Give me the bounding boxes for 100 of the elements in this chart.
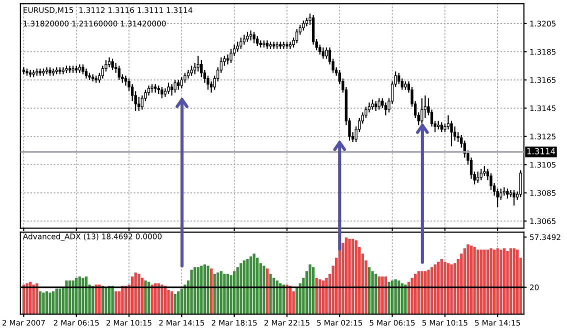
- bar: [65, 280, 68, 314]
- bar: [174, 294, 176, 314]
- bar: [453, 263, 456, 314]
- bar: [104, 287, 108, 314]
- bar: [351, 238, 354, 314]
- candlestick: [167, 82, 170, 95]
- ref-line-label: 1.3114: [527, 148, 556, 154]
- bar: [256, 258, 259, 314]
- bar: [249, 256, 252, 314]
- candlestick: [242, 34, 246, 46]
- bar: [492, 250, 496, 314]
- candlestick: [500, 188, 502, 200]
- bar: [410, 278, 414, 314]
- bar: [440, 259, 443, 314]
- candlestick: [480, 168, 482, 181]
- candlestick: [506, 188, 509, 200]
- bar: [82, 278, 84, 314]
- candlestick: [177, 79, 180, 90]
- bar: [348, 238, 351, 314]
- bar: [38, 291, 42, 314]
- candlestick: [226, 54, 230, 65]
- bar: [368, 267, 371, 314]
- bar: [269, 274, 272, 314]
- candlestick: [440, 122, 443, 133]
- bar: [114, 291, 118, 314]
- bar: [388, 282, 390, 314]
- bar: [203, 264, 206, 314]
- candlestick: [236, 41, 239, 52]
- candlestick: [170, 84, 174, 96]
- bar: [424, 271, 426, 314]
- bar: [220, 271, 222, 314]
- candlestick: [256, 36, 259, 47]
- bar: [55, 288, 58, 314]
- candlestick: [111, 58, 114, 71]
- bar: [378, 276, 380, 314]
- bar: [509, 248, 512, 314]
- bar: [286, 284, 288, 314]
- bar: [266, 268, 269, 314]
- bar: [463, 248, 466, 314]
- candlestick: [196, 55, 200, 72]
- bar: [196, 267, 200, 314]
- bar: [325, 278, 328, 314]
- candlestick: [302, 20, 305, 32]
- bar: [496, 248, 499, 314]
- bar: [26, 283, 28, 314]
- bar: [230, 275, 232, 314]
- bar: [381, 276, 384, 314]
- candlestick: [288, 41, 292, 50]
- bar: [500, 250, 502, 314]
- bar: [446, 263, 450, 314]
- candlestick: [512, 189, 516, 206]
- candlestick: [252, 31, 256, 44]
- candlestick: [45, 66, 48, 75]
- bar: [236, 267, 239, 314]
- candlestick: [446, 114, 450, 130]
- candlestick: [230, 48, 232, 64]
- candlestick: [378, 98, 380, 110]
- bar: [371, 271, 374, 314]
- bar: [312, 267, 315, 314]
- bar: [216, 272, 220, 314]
- bar: [437, 262, 440, 314]
- candlestick: [190, 65, 193, 76]
- bar: [417, 271, 420, 314]
- candlestick: [420, 98, 424, 124]
- bar: [72, 280, 74, 314]
- bar: [470, 246, 473, 314]
- bar: [144, 280, 147, 314]
- bar: [45, 291, 48, 314]
- bar: [502, 248, 506, 314]
- bar: [486, 250, 490, 314]
- bar: [450, 264, 453, 314]
- bar: [210, 268, 213, 314]
- candlestick: [296, 28, 298, 44]
- bar: [262, 266, 266, 314]
- bar: [177, 291, 180, 314]
- bar: [483, 250, 486, 314]
- candlestick: [68, 65, 72, 74]
- bar: [512, 248, 516, 314]
- bar: [180, 288, 183, 314]
- bar: [52, 291, 55, 314]
- bar: [480, 250, 482, 314]
- candlestick: [384, 102, 388, 116]
- bar: [242, 260, 246, 314]
- candlestick: [240, 37, 242, 50]
- bar: [58, 288, 62, 314]
- bar: [434, 264, 436, 314]
- candlestick: [374, 100, 378, 112]
- bar: [184, 284, 186, 314]
- bar: [206, 266, 210, 314]
- bar: [111, 286, 114, 314]
- bar: [516, 250, 519, 314]
- candlestick: [28, 69, 32, 78]
- bar: [344, 238, 348, 314]
- bar: [170, 291, 174, 314]
- candlestick: [108, 56, 111, 68]
- bar: [420, 271, 424, 314]
- bar: [296, 287, 298, 314]
- candlestick: [509, 189, 512, 198]
- candlestick: [249, 30, 252, 41]
- bar: [130, 276, 134, 314]
